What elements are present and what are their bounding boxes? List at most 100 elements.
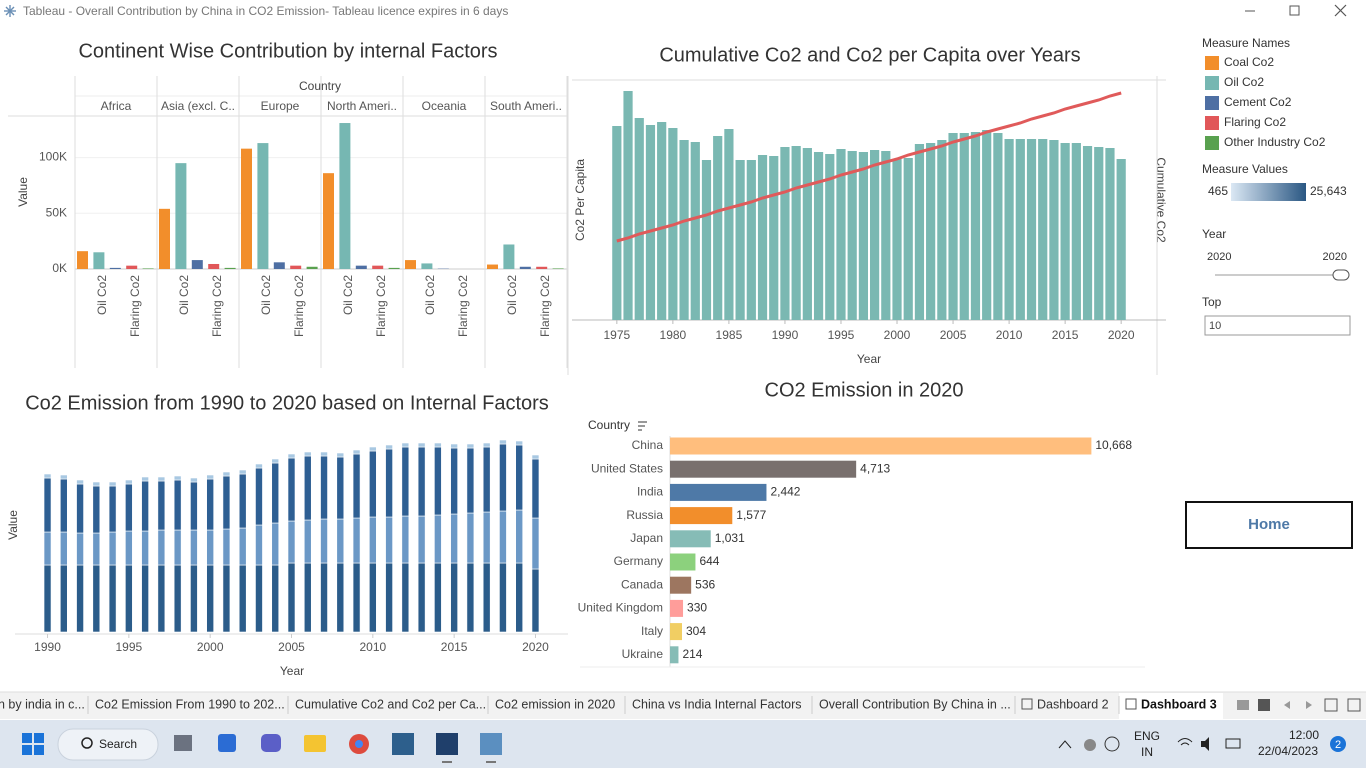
bar bbox=[802, 148, 812, 320]
measure-label: Oil Co2 bbox=[259, 275, 273, 315]
sort-icon[interactable] bbox=[638, 421, 647, 431]
bar-segment bbox=[43, 473, 52, 479]
bar-segment bbox=[369, 516, 377, 564]
bar-segment bbox=[125, 564, 133, 633]
bar bbox=[612, 126, 622, 320]
app-icon-taskbar[interactable] bbox=[436, 733, 458, 755]
search-label[interactable]: Search bbox=[99, 737, 137, 751]
bar-segment bbox=[320, 455, 328, 520]
battery-icon[interactable] bbox=[1225, 738, 1241, 749]
bar bbox=[847, 151, 857, 320]
data-label: 536 bbox=[695, 577, 715, 591]
bar-segment bbox=[287, 453, 296, 459]
sheet-tab[interactable]: Co2 Emission From 1990 to 202... bbox=[87, 696, 285, 714]
sheet-tab[interactable]: n by india in c... bbox=[0, 697, 85, 711]
clock-date[interactable]: 22/04/2023 bbox=[1258, 744, 1318, 758]
bar bbox=[713, 136, 723, 320]
search-box[interactable] bbox=[57, 728, 159, 761]
search-icon bbox=[81, 737, 93, 749]
column-label: North Ameri.. bbox=[327, 99, 397, 113]
widgets-icon[interactable] bbox=[218, 734, 236, 752]
tab-label[interactable]: Overall Contribution By China in ... bbox=[819, 697, 1011, 711]
clock-time[interactable]: 12:00 bbox=[1289, 728, 1319, 742]
bar bbox=[339, 123, 351, 270]
home-button-label[interactable]: Home bbox=[1248, 516, 1290, 533]
chat-icon[interactable] bbox=[261, 734, 281, 752]
bar-segment bbox=[352, 517, 361, 564]
bar-segment bbox=[255, 524, 263, 566]
bar-segment bbox=[434, 442, 442, 448]
bar bbox=[224, 267, 236, 269]
bar-segment bbox=[59, 474, 68, 480]
explorer-icon[interactable] bbox=[304, 735, 326, 752]
bar bbox=[1015, 139, 1025, 320]
bar bbox=[903, 158, 913, 320]
tray-icon[interactable] bbox=[1084, 739, 1096, 751]
tab-label[interactable]: Co2 Emission From 1990 to 202... bbox=[95, 697, 285, 711]
measure-label: Oil Co2 bbox=[423, 275, 437, 315]
wifi-icon[interactable] bbox=[1177, 738, 1193, 746]
bar-segment bbox=[141, 480, 149, 532]
bar bbox=[306, 266, 318, 269]
column-label: Africa bbox=[101, 99, 132, 113]
sheet-controls[interactable] bbox=[1237, 698, 1361, 712]
sheet-tab[interactable]: Dashboard 2 bbox=[1014, 696, 1109, 714]
slider-handle[interactable] bbox=[1332, 269, 1350, 281]
bar-segment bbox=[190, 529, 198, 566]
ramp-max: 25,643 bbox=[1310, 184, 1347, 198]
bar-segment bbox=[450, 562, 458, 633]
bar bbox=[191, 260, 203, 269]
bar bbox=[670, 483, 767, 501]
bar bbox=[926, 143, 936, 320]
bar bbox=[670, 576, 692, 594]
y-tick-label: Russia bbox=[626, 508, 663, 522]
bar-segment bbox=[43, 477, 52, 533]
sheet-tab[interactable]: Co2 emission in 2020 bbox=[487, 696, 615, 714]
sheet-tab[interactable]: China vs India Internal Factors bbox=[624, 696, 802, 714]
tab-label[interactable]: Dashboard 3 bbox=[1141, 697, 1217, 711]
tab-label[interactable]: Cumulative Co2 and Co2 per Ca... bbox=[295, 697, 486, 711]
task-view-icon[interactable] bbox=[174, 735, 192, 751]
bar-segment bbox=[515, 562, 524, 633]
sheet-tab[interactable]: Dashboard 3 bbox=[1118, 693, 1223, 719]
tab-label[interactable]: Co2 emission in 2020 bbox=[495, 697, 615, 711]
language[interactable]: ENG bbox=[1134, 729, 1160, 743]
bar bbox=[109, 267, 121, 269]
sheet-tab[interactable]: Overall Contribution By China in ... bbox=[811, 696, 1011, 714]
bar-segment bbox=[108, 485, 117, 533]
close-button[interactable] bbox=[1334, 4, 1347, 17]
chart-title: Cumulative Co2 and Co2 per Capita over Y… bbox=[659, 44, 1080, 66]
bar-segment bbox=[531, 517, 540, 570]
bar-segment bbox=[336, 452, 345, 458]
sheet-tab[interactable]: Cumulative Co2 and Co2 per Ca... bbox=[287, 696, 486, 714]
restore-button[interactable] bbox=[1289, 5, 1300, 16]
bar bbox=[421, 263, 433, 269]
bar-segment bbox=[499, 562, 507, 633]
notification-badge[interactable] bbox=[1330, 736, 1346, 752]
y-tick-label: Japan bbox=[630, 531, 663, 545]
bar bbox=[405, 260, 416, 269]
home-button[interactable] bbox=[1185, 501, 1353, 549]
tab-label[interactable]: Dashboard 2 bbox=[1037, 697, 1109, 711]
data-label: 1,031 bbox=[715, 531, 745, 545]
bar-segment bbox=[466, 447, 475, 514]
bar-segment bbox=[385, 448, 393, 518]
volume-icon[interactable] bbox=[1201, 737, 1209, 751]
top-input[interactable] bbox=[1204, 315, 1351, 336]
bar-segment bbox=[515, 444, 524, 511]
bar-segment bbox=[401, 442, 410, 448]
bar bbox=[670, 437, 1092, 455]
app-icon-taskbar[interactable] bbox=[480, 733, 502, 755]
bar-segment bbox=[336, 518, 345, 564]
bar-segment bbox=[336, 456, 345, 520]
start-button[interactable] bbox=[22, 733, 44, 755]
tab-label[interactable]: China vs India Internal Factors bbox=[632, 697, 802, 711]
app-icon-taskbar[interactable] bbox=[392, 733, 414, 755]
filter-title: Top bbox=[1202, 295, 1222, 309]
bar bbox=[746, 160, 756, 320]
tray-expand[interactable] bbox=[1058, 740, 1072, 749]
tab-label[interactable]: n by india in c... bbox=[0, 697, 85, 711]
tray-icon[interactable] bbox=[1104, 736, 1120, 752]
legend-label: Other Industry Co2 bbox=[1224, 135, 1326, 149]
region[interactable]: IN bbox=[1141, 745, 1153, 759]
